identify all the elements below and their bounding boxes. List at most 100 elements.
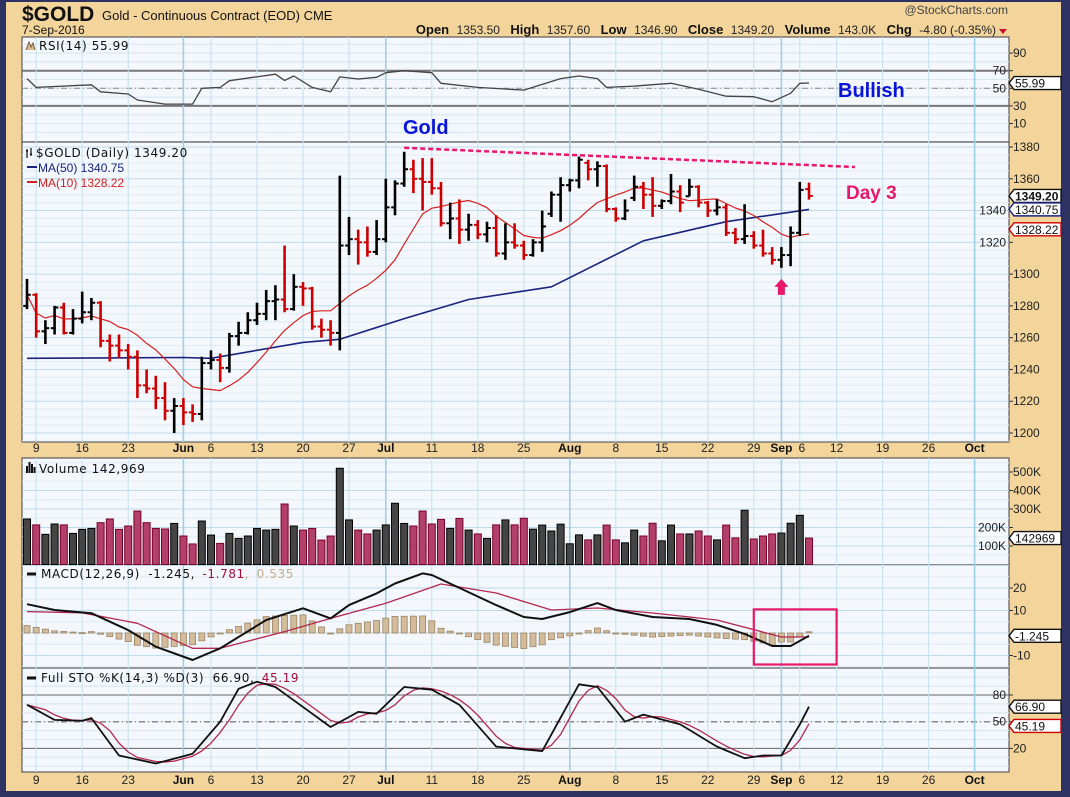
- volume-bar: [731, 537, 740, 565]
- macd-histogram-bar: [722, 632, 730, 639]
- annotation-bullish: Bullish: [838, 80, 905, 102]
- x-tick-label-bottom: 20: [296, 773, 310, 787]
- price-bar: [234, 321, 243, 346]
- volume-bar: [253, 527, 261, 565]
- price-bar: [520, 240, 528, 260]
- macd-histogram-bar: [78, 632, 86, 635]
- macd-legend-name: MACD(12,26,9): [41, 567, 140, 581]
- price-axis-label: 1280: [1013, 299, 1040, 313]
- price-bar: [621, 199, 629, 221]
- macd-histogram-bar: [419, 615, 427, 634]
- price-axis-label: 1240: [1013, 362, 1040, 376]
- macd-histogram-bar: [501, 632, 509, 647]
- volume-bar: [59, 524, 68, 565]
- volume-bar: [657, 540, 666, 566]
- open-label: Open: [416, 22, 449, 37]
- price-last-tag: 1349.20: [1015, 189, 1059, 203]
- x-tick-label: 18: [471, 441, 485, 455]
- price-axis-label: 1320: [979, 235, 1006, 249]
- macd-histogram-bar: [271, 615, 279, 634]
- volume-bar: [69, 532, 77, 565]
- macd-histogram-bar: [69, 631, 77, 634]
- x-tick-label-bottom: 25: [517, 773, 531, 787]
- macd-histogram-bar: [640, 632, 647, 637]
- macd-histogram-bar: [584, 630, 592, 634]
- low-label: Low: [601, 22, 628, 37]
- symbol: $GOLD: [22, 3, 94, 26]
- price-bar: [566, 178, 574, 192]
- volume-bar: [722, 524, 731, 565]
- high-label: High: [510, 22, 539, 37]
- price-bar: [382, 178, 390, 243]
- x-tick-label: Jun: [173, 441, 194, 455]
- volume-bar: [602, 524, 611, 565]
- change-value: -4.80 (-0.35%): [919, 23, 996, 37]
- volume-bar: [713, 539, 721, 566]
- macd-legend: MACD(12,26,9) -1.245, -1.781, 0.535: [41, 567, 294, 581]
- volume-bar: [749, 538, 758, 565]
- x-tick-label-bottom: 26: [922, 773, 936, 787]
- macd-histogram-bar: [511, 632, 519, 648]
- sto-k-value-tag-box: [1008, 699, 1062, 714]
- close-label: Close: [688, 22, 723, 37]
- macd-histogram-bar: [704, 632, 712, 638]
- price-bar: [133, 350, 142, 399]
- price-bar: [345, 216, 353, 256]
- macd-axis-label: -10: [1013, 649, 1031, 663]
- volume-bar: [676, 533, 685, 565]
- sto-k-value-tag: 66.90: [1015, 700, 1045, 714]
- price-bar: [694, 185, 703, 208]
- sto-d-value-tag: 45.19: [1015, 719, 1045, 733]
- price-bar: [501, 223, 510, 260]
- quote-line: Open 1353.50 High 1357.60 Low 1346.90 Cl…: [416, 21, 996, 38]
- volume-bar: [271, 528, 280, 565]
- x-tick-label: Sep: [770, 441, 792, 455]
- x-tick-label-bottom: 29: [747, 773, 761, 787]
- rsi-legend: RSI(14) 55.99: [39, 39, 129, 53]
- price-bar: [805, 182, 813, 200]
- price-bar: [538, 210, 546, 252]
- volume-bar: [105, 518, 114, 565]
- volume-legend: Volume 142,969: [39, 462, 145, 476]
- volume-bar: [538, 524, 547, 565]
- macd-histogram-bar: [189, 632, 197, 646]
- x-tick-label-bottom: 8: [612, 773, 619, 787]
- macd-histogram-bar: [548, 632, 555, 641]
- volume-bar: [335, 467, 344, 565]
- price-axis-label: 1360: [1013, 172, 1040, 186]
- macd-panel: [21, 564, 1010, 669]
- macd-axis-label: 20: [1013, 581, 1027, 595]
- price-bar: [786, 226, 795, 267]
- macd-histogram-bar: [88, 631, 95, 634]
- price-bar: [372, 220, 381, 256]
- volume-bar: [381, 524, 390, 565]
- price-bar: [612, 207, 620, 222]
- macd-histogram-bar: [327, 632, 335, 635]
- price-axis-label: 1340: [979, 204, 1006, 218]
- macd-histogram-bar: [51, 630, 58, 634]
- price-bar: [768, 247, 776, 265]
- price-bar: [106, 334, 114, 362]
- price-bar: [731, 228, 740, 244]
- x-tick-label: 23: [122, 441, 136, 455]
- volume-bar: [188, 543, 197, 566]
- volume-bar: [96, 522, 105, 566]
- macd-histogram-bar: [520, 632, 528, 649]
- x-tick-label: 6: [798, 441, 805, 455]
- price-bar: [32, 293, 40, 338]
- price-bar: [161, 382, 169, 421]
- watermark: @StockCharts.com: [904, 3, 1008, 17]
- grid-lines: 9916162323JunJun66131320202727JulJul1111…: [22, 37, 1041, 787]
- sto-axis-label: 80: [993, 688, 1007, 702]
- close-value: 1349.20: [731, 23, 775, 37]
- macd-histogram-bar: [658, 632, 666, 637]
- volume-bar: [78, 528, 87, 565]
- price-axis-label: 1300: [1013, 267, 1040, 281]
- ma10-value-tag-box: [1008, 222, 1062, 237]
- price-bar: [639, 181, 648, 209]
- chart-date: 7-Sep-2016: [22, 23, 85, 37]
- volume-bar: [529, 528, 537, 565]
- volume-bar: [409, 525, 418, 566]
- x-tick-label-bottom: Oct: [965, 773, 985, 787]
